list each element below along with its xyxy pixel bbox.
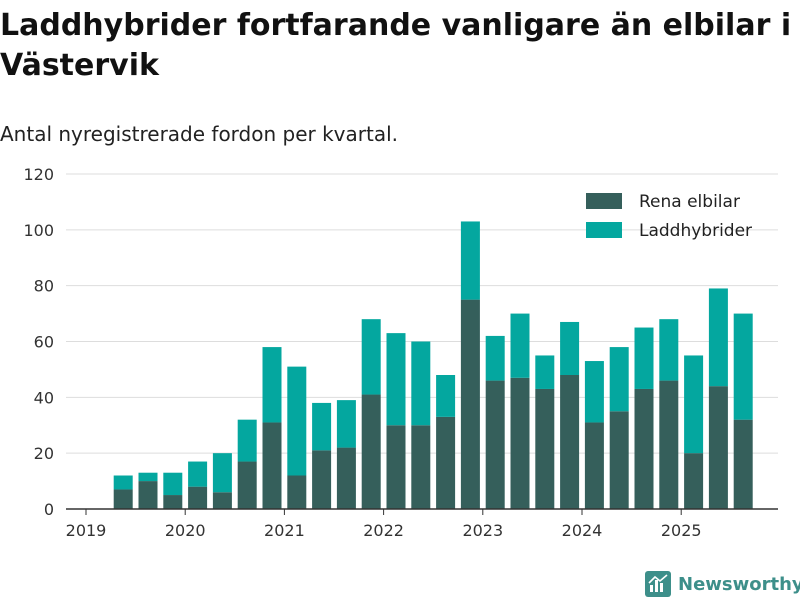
legend-swatch-laddhybrider	[586, 222, 622, 238]
bar-laddhybrider	[138, 472, 158, 482]
y-tick-label: 0	[44, 500, 54, 519]
bar-rena-elbilar	[609, 411, 629, 509]
bar-rena-elbilar	[733, 419, 753, 509]
bar-laddhybrider	[312, 402, 332, 451]
newsworthy-logo-icon	[645, 571, 671, 597]
bar-laddhybrider	[510, 313, 530, 378]
legend-label-laddhybrider: Laddhybrider	[639, 221, 752, 241]
bar-laddhybrider	[485, 335, 505, 381]
bar-rena-elbilar	[386, 425, 406, 509]
bar-laddhybrider	[188, 461, 208, 487]
y-tick-label: 20	[34, 444, 54, 463]
x-tick-label: 2022	[363, 521, 404, 540]
y-tick-label: 40	[34, 388, 54, 407]
bar-laddhybrider	[287, 366, 307, 476]
bar-laddhybrider	[634, 327, 654, 389]
bar-laddhybrider	[237, 419, 257, 462]
y-tick-label: 120	[23, 165, 54, 184]
bar-rena-elbilar	[560, 375, 580, 509]
bar-rena-elbilar	[510, 377, 530, 509]
bar-laddhybrider	[113, 475, 133, 490]
bar-rena-elbilar	[312, 450, 332, 509]
bar-laddhybrider	[163, 472, 183, 496]
bar-laddhybrider	[733, 313, 753, 420]
bar-laddhybrider	[411, 341, 431, 426]
bar-laddhybrider	[560, 321, 580, 375]
bar-rena-elbilar	[634, 388, 654, 509]
chart-title: Laddhybrider fortfarande vanligare än el…	[0, 8, 792, 83]
legend-label-rena-elbilar: Rena elbilar	[639, 192, 740, 212]
x-tick-label: 2025	[661, 521, 702, 540]
bar-rena-elbilar	[485, 380, 505, 509]
bar-rena-elbilar	[237, 461, 257, 509]
x-tick-label: 2023	[462, 521, 503, 540]
chart-subtitle: Antal nyregistrerade fordon per kvartal.	[0, 122, 399, 146]
brand-logo[interactable]: Newsworthy	[645, 570, 800, 598]
bar-rena-elbilar	[659, 380, 679, 509]
bar-laddhybrider	[436, 375, 456, 417]
legend-swatch-rena-elbilar	[586, 193, 622, 209]
bar-rena-elbilar	[708, 386, 728, 509]
x-tick-label: 2021	[264, 521, 305, 540]
bar-laddhybrider	[584, 361, 604, 423]
bar-rena-elbilar	[684, 453, 704, 509]
bar-rena-elbilar	[113, 489, 133, 509]
brand-name: Newsworthy	[678, 573, 800, 595]
bar-rena-elbilar	[361, 394, 381, 509]
bar-laddhybrider	[684, 355, 704, 454]
bar-rena-elbilar	[163, 495, 183, 509]
bar-laddhybrider	[708, 288, 728, 387]
bar-laddhybrider	[535, 355, 555, 389]
bar-laddhybrider	[361, 319, 381, 395]
bar-laddhybrider	[386, 333, 406, 426]
y-tick-label: 80	[34, 277, 54, 296]
bar-rena-elbilar	[212, 492, 232, 509]
y-tick-label: 60	[34, 333, 54, 352]
bar-rena-elbilar	[584, 422, 604, 509]
bar-rena-elbilar	[287, 475, 307, 509]
bar-rena-elbilar	[535, 388, 555, 509]
bar-rena-elbilar	[336, 447, 356, 509]
bar-laddhybrider	[212, 453, 232, 493]
x-tick-label: 2020	[165, 521, 206, 540]
y-tick-label: 100	[23, 221, 54, 240]
bar-rena-elbilar	[138, 481, 158, 509]
bar-rena-elbilar	[460, 299, 480, 509]
bar-laddhybrider	[262, 347, 282, 423]
x-tick-label: 2019	[66, 521, 107, 540]
bar-laddhybrider	[460, 221, 480, 300]
bar-rena-elbilar	[188, 486, 208, 509]
bar-rena-elbilar	[436, 416, 456, 509]
bar-rena-elbilar	[262, 422, 282, 509]
x-tick-label: 2024	[562, 521, 603, 540]
bar-laddhybrider	[336, 400, 356, 448]
bar-laddhybrider	[609, 347, 629, 412]
bar-rena-elbilar	[411, 425, 431, 509]
bar-laddhybrider	[659, 319, 679, 381]
